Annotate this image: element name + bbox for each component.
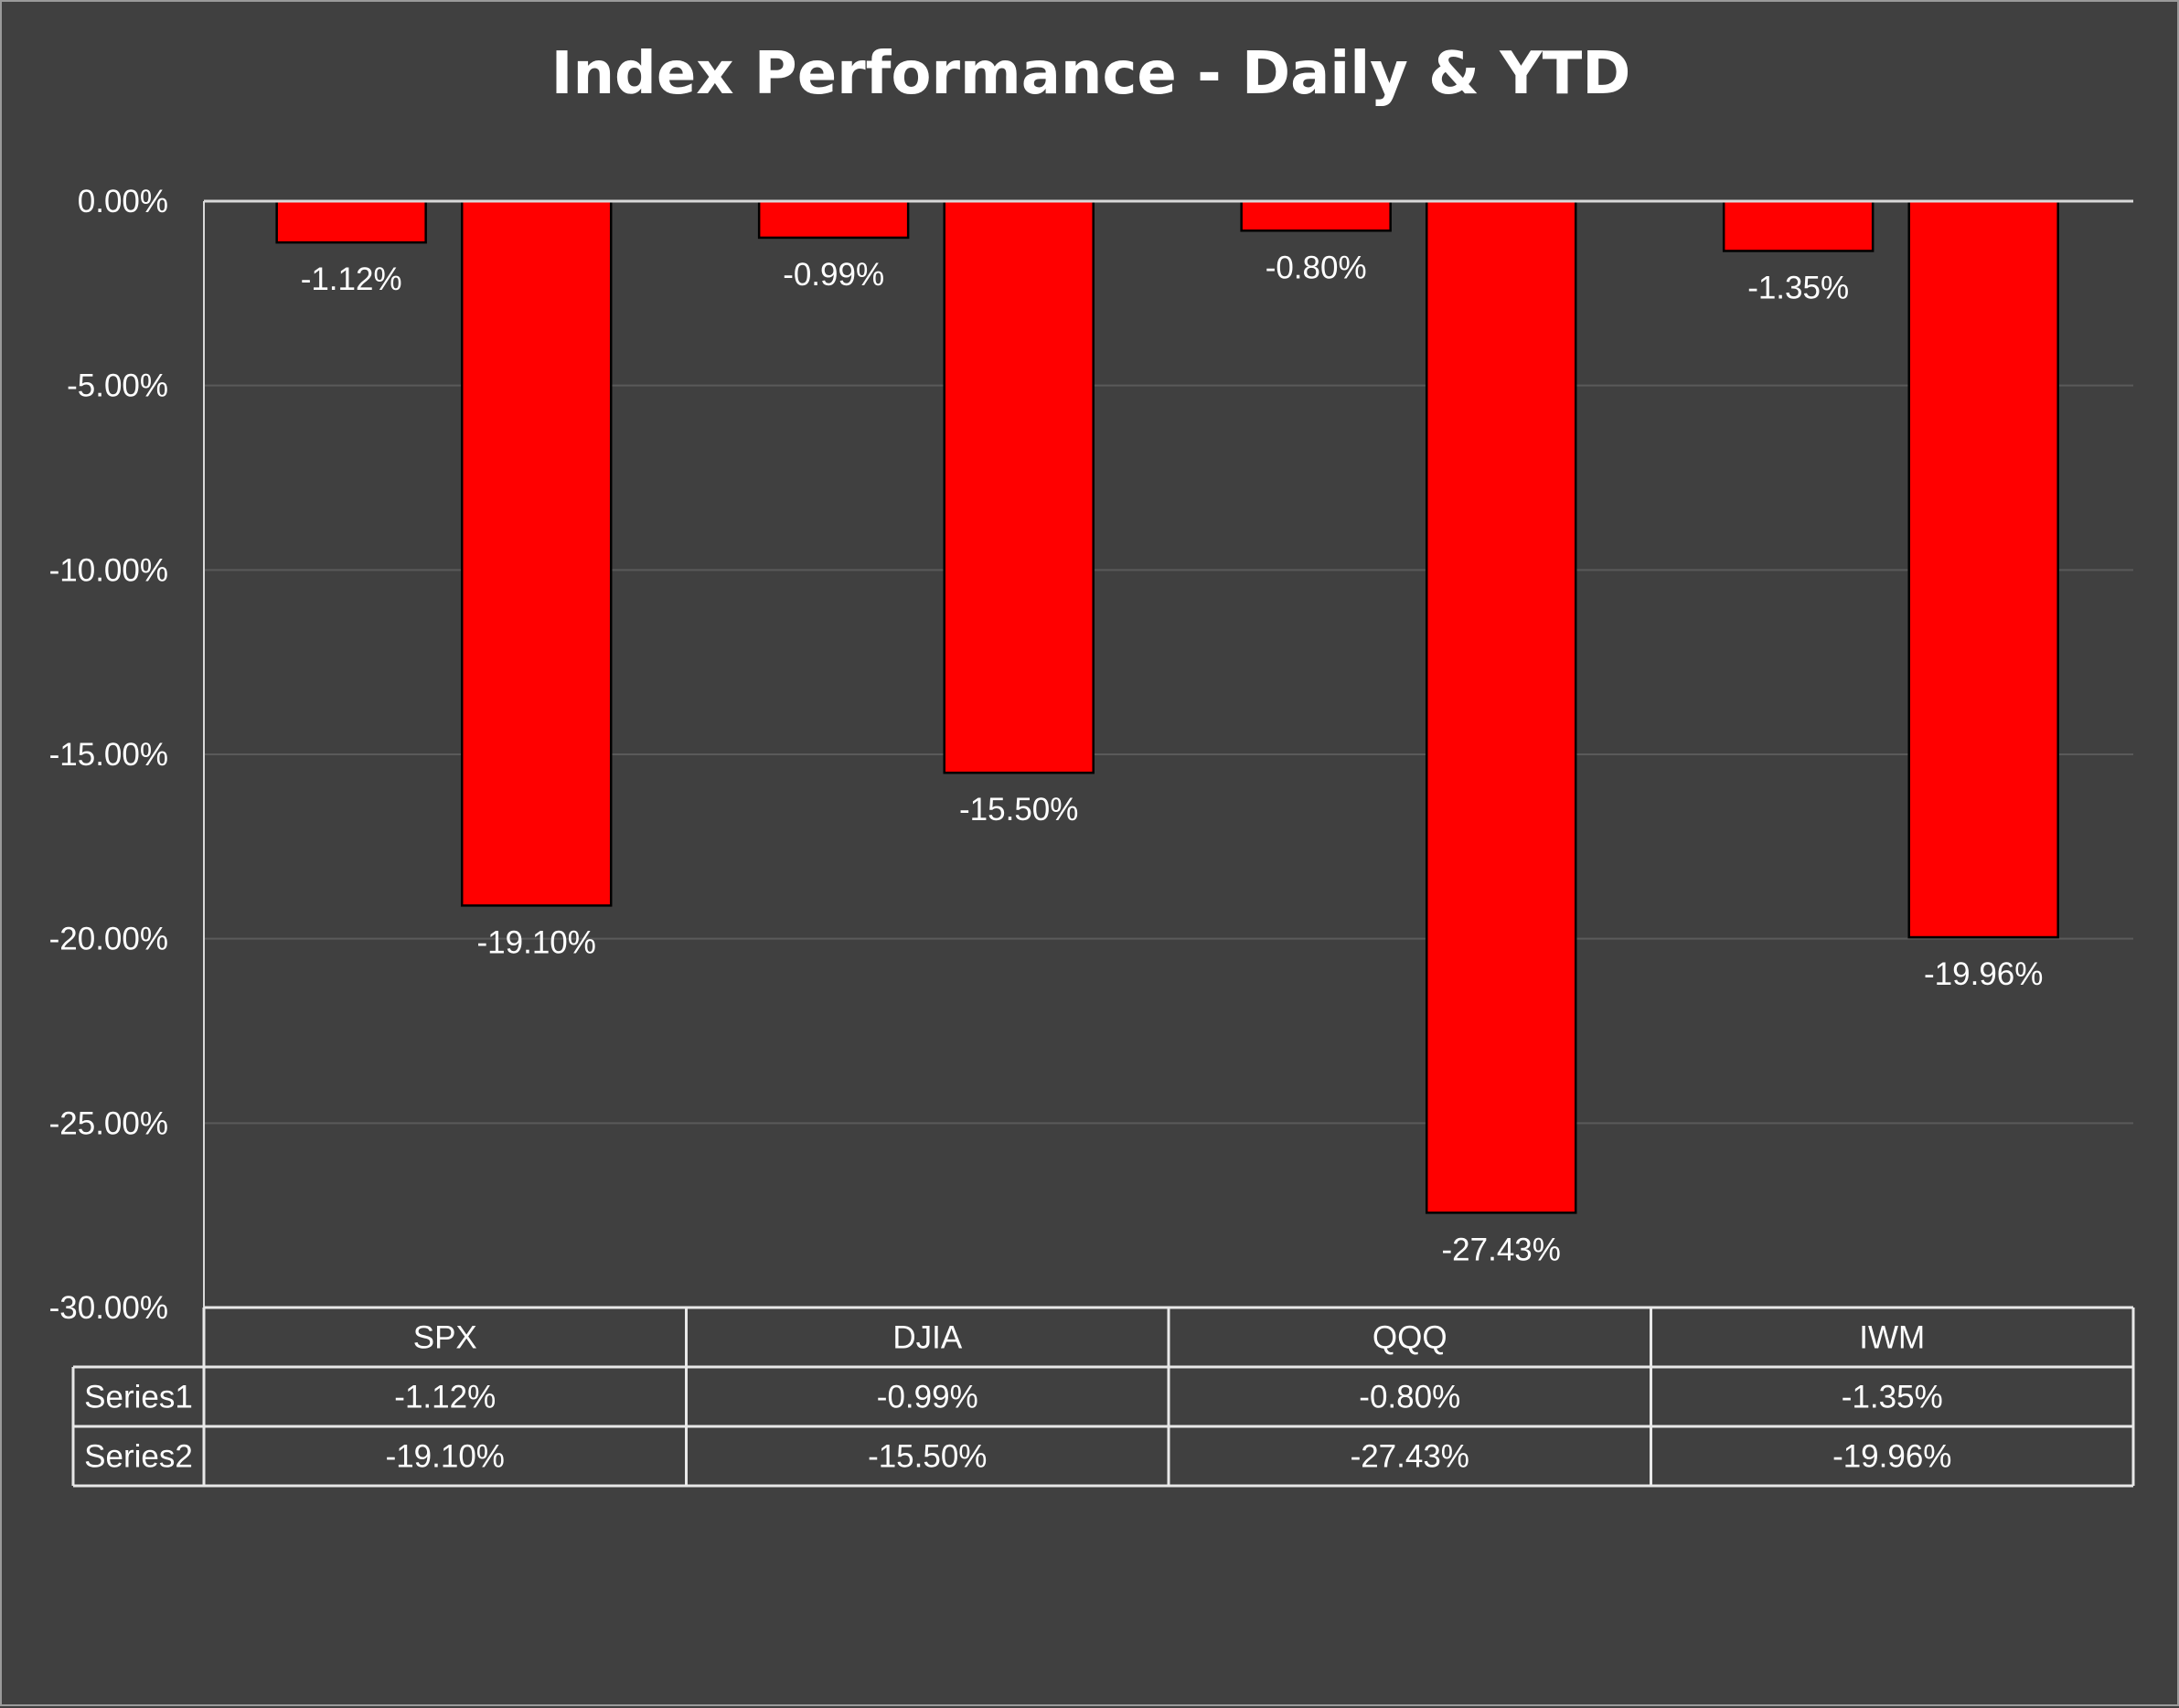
data-labels: -1.12% -0.99% -0.80% -1.35% -19.10% -15.50% -2…	[301, 250, 2044, 1267]
table-cell: -27.43%	[1351, 1439, 1469, 1475]
table-cell: -0.99%	[877, 1380, 978, 1415]
y-tick-label: -15.00%	[49, 737, 168, 773]
data-label: -1.35%	[1747, 270, 1849, 305]
legend-series-name: Series1	[84, 1380, 193, 1415]
data-label: -27.43%	[1442, 1232, 1561, 1267]
chart-title: Index Performance - Daily & YTD	[551, 40, 1631, 108]
bars	[275, 199, 2059, 1214]
y-tick-label: -5.00%	[67, 368, 168, 404]
bar-series1-qqq	[1240, 199, 1392, 232]
data-table: SPX DJIA QQQ IWM Series1 -1.12% -0.99% -0.80% -1…	[71, 1306, 2135, 1488]
y-axis-tick-labels: 0.00% -5.00% -10.00% -15.00% -20.00% -25.00% -…	[49, 184, 168, 1326]
bar-series2-iwm	[1907, 199, 2059, 939]
bar-series1-iwm	[1722, 199, 1875, 252]
data-label: -15.50%	[959, 792, 1078, 827]
bar-series2-spx	[460, 199, 613, 907]
bar-series2-djia	[943, 199, 1095, 774]
axes	[203, 199, 2133, 1308]
y-tick-label: -30.00%	[49, 1290, 168, 1326]
table-cell: -1.35%	[1842, 1380, 1943, 1415]
legend-series-name: Series2	[84, 1439, 193, 1475]
data-label: -19.96%	[1924, 956, 2043, 992]
table-cell: -15.50%	[868, 1439, 987, 1475]
table-cell: -0.80%	[1359, 1380, 1460, 1415]
bar-series1-spx	[275, 199, 427, 244]
data-label: -19.10%	[477, 924, 596, 960]
table-cell: -19.10%	[386, 1439, 505, 1475]
x-tick-label: DJIA	[892, 1320, 963, 1356]
y-tick-label: -10.00%	[49, 552, 168, 588]
x-tick-label: QQQ	[1373, 1320, 1447, 1356]
data-label: -0.80%	[1266, 250, 1367, 285]
data-label: -0.99%	[783, 257, 884, 293]
bar-series2-qqq	[1425, 199, 1577, 1214]
y-tick-label: -25.00%	[49, 1105, 168, 1141]
table-cell: -1.12%	[394, 1380, 496, 1415]
x-tick-label: SPX	[413, 1320, 477, 1356]
y-tick-label: -20.00%	[49, 922, 168, 957]
table-cell: -19.96%	[1832, 1439, 1951, 1475]
bar-series1-djia	[757, 199, 910, 240]
y-tick-label: 0.00%	[78, 184, 168, 219]
data-label: -1.12%	[301, 262, 402, 297]
x-tick-label: IWM	[1859, 1320, 1925, 1356]
